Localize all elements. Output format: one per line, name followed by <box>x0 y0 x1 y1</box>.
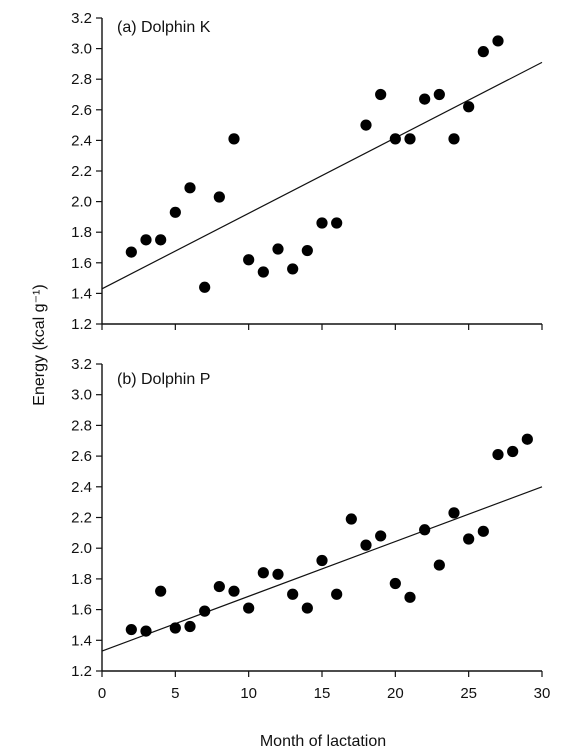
x-tick-label: 25 <box>460 685 477 702</box>
data-point <box>155 585 167 597</box>
data-point <box>360 539 372 551</box>
x-tick-label: 30 <box>534 685 551 702</box>
data-point <box>257 266 269 278</box>
data-point <box>375 88 387 101</box>
data-point <box>477 46 489 58</box>
panel-a-label: (a) Dolphin K <box>117 19 211 36</box>
data-point <box>331 217 343 229</box>
y-tick-label: 1.2 <box>71 663 92 680</box>
data-point <box>492 448 504 461</box>
data-point <box>140 625 152 637</box>
data-point <box>140 234 152 246</box>
regression-line <box>101 61 543 290</box>
panel-b-dolphin-p: (b) Dolphin P 1.2 1.4 1.6 1.8 2.0 2.2 2.4 2.6 2.… <box>71 356 550 702</box>
data-point <box>228 585 240 597</box>
x-tick-label: 10 <box>240 685 257 702</box>
data-point <box>213 580 225 593</box>
data-point <box>199 281 211 293</box>
y-tick-label: 2.4 <box>71 132 92 149</box>
data-point <box>184 620 196 633</box>
data-point <box>272 568 284 580</box>
data-point <box>433 559 445 571</box>
data-point <box>213 191 225 203</box>
y-tick-label: 2.6 <box>71 102 92 119</box>
y-tick-label: 2.0 <box>71 540 92 557</box>
data-point <box>360 119 372 131</box>
panel-b-label: (b) Dolphin P <box>117 371 210 388</box>
data-point <box>448 133 460 145</box>
y-tick-label: 2.2 <box>71 510 92 527</box>
y-tick-label: 2.4 <box>71 479 92 496</box>
data-point <box>169 206 181 218</box>
data-point <box>287 588 299 600</box>
y-tick-label: 2.8 <box>71 71 92 88</box>
y-tick-label: 1.8 <box>71 224 92 241</box>
regression-line <box>101 486 543 652</box>
data-point <box>243 254 255 266</box>
data-point <box>228 133 240 145</box>
y-tick-label: 2.6 <box>71 448 92 465</box>
data-point <box>301 602 313 614</box>
x-tick-label: 5 <box>171 685 179 702</box>
data-point <box>419 524 431 536</box>
data-point <box>184 182 196 194</box>
x-tick-label: 15 <box>314 685 331 702</box>
data-point <box>316 554 328 567</box>
data-point <box>389 577 401 590</box>
y-tick-label: 3.0 <box>71 41 92 58</box>
y-tick-label: 1.8 <box>71 571 92 588</box>
data-point <box>243 602 255 614</box>
y-tick-label: 1.4 <box>71 632 92 649</box>
x-tick-label: 0 <box>98 685 106 702</box>
data-point <box>287 263 299 275</box>
data-point <box>169 622 181 634</box>
y-tick-label: 3.2 <box>71 356 92 373</box>
data-point <box>419 93 431 105</box>
data-point <box>433 88 445 101</box>
data-point <box>507 445 519 458</box>
y-tick-label: 1.4 <box>71 285 92 302</box>
data-point <box>199 605 211 617</box>
y-tick-label: 1.2 <box>71 316 92 333</box>
data-point <box>389 133 401 145</box>
y-tick-label: 1.6 <box>71 602 92 619</box>
data-point <box>463 101 475 113</box>
y-tick-label: 3.0 <box>71 387 92 404</box>
y-tick-label: 2.8 <box>71 417 92 434</box>
y-tick-label: 2.0 <box>71 194 92 211</box>
y-axis-title: Energy (kcal g⁻¹) <box>31 284 48 405</box>
data-point <box>125 623 137 636</box>
data-point <box>155 234 167 246</box>
x-axis-title: Month of lactation <box>260 733 386 750</box>
data-point <box>316 217 328 229</box>
data-point <box>521 433 533 445</box>
data-point <box>257 567 269 579</box>
data-point <box>463 533 475 545</box>
data-point <box>375 530 387 542</box>
data-point <box>125 246 137 258</box>
data-point <box>404 591 416 603</box>
data-point <box>301 244 313 257</box>
y-tick-label: 2.2 <box>71 163 92 180</box>
y-tick-label: 1.6 <box>71 255 92 272</box>
data-point <box>448 507 460 519</box>
data-point <box>345 513 357 525</box>
panel-a-dolphin-k: (a) Dolphin K 1.2 1.4 1.6 1.8 2.0 2.2 2.4 2.6 2.… <box>71 10 543 333</box>
y-tick-label: 3.2 <box>71 10 92 27</box>
data-point <box>492 35 504 47</box>
data-point <box>272 243 284 255</box>
data-point <box>404 133 416 145</box>
x-tick-label: 20 <box>387 685 404 702</box>
data-point <box>477 525 489 537</box>
data-point <box>331 588 343 600</box>
